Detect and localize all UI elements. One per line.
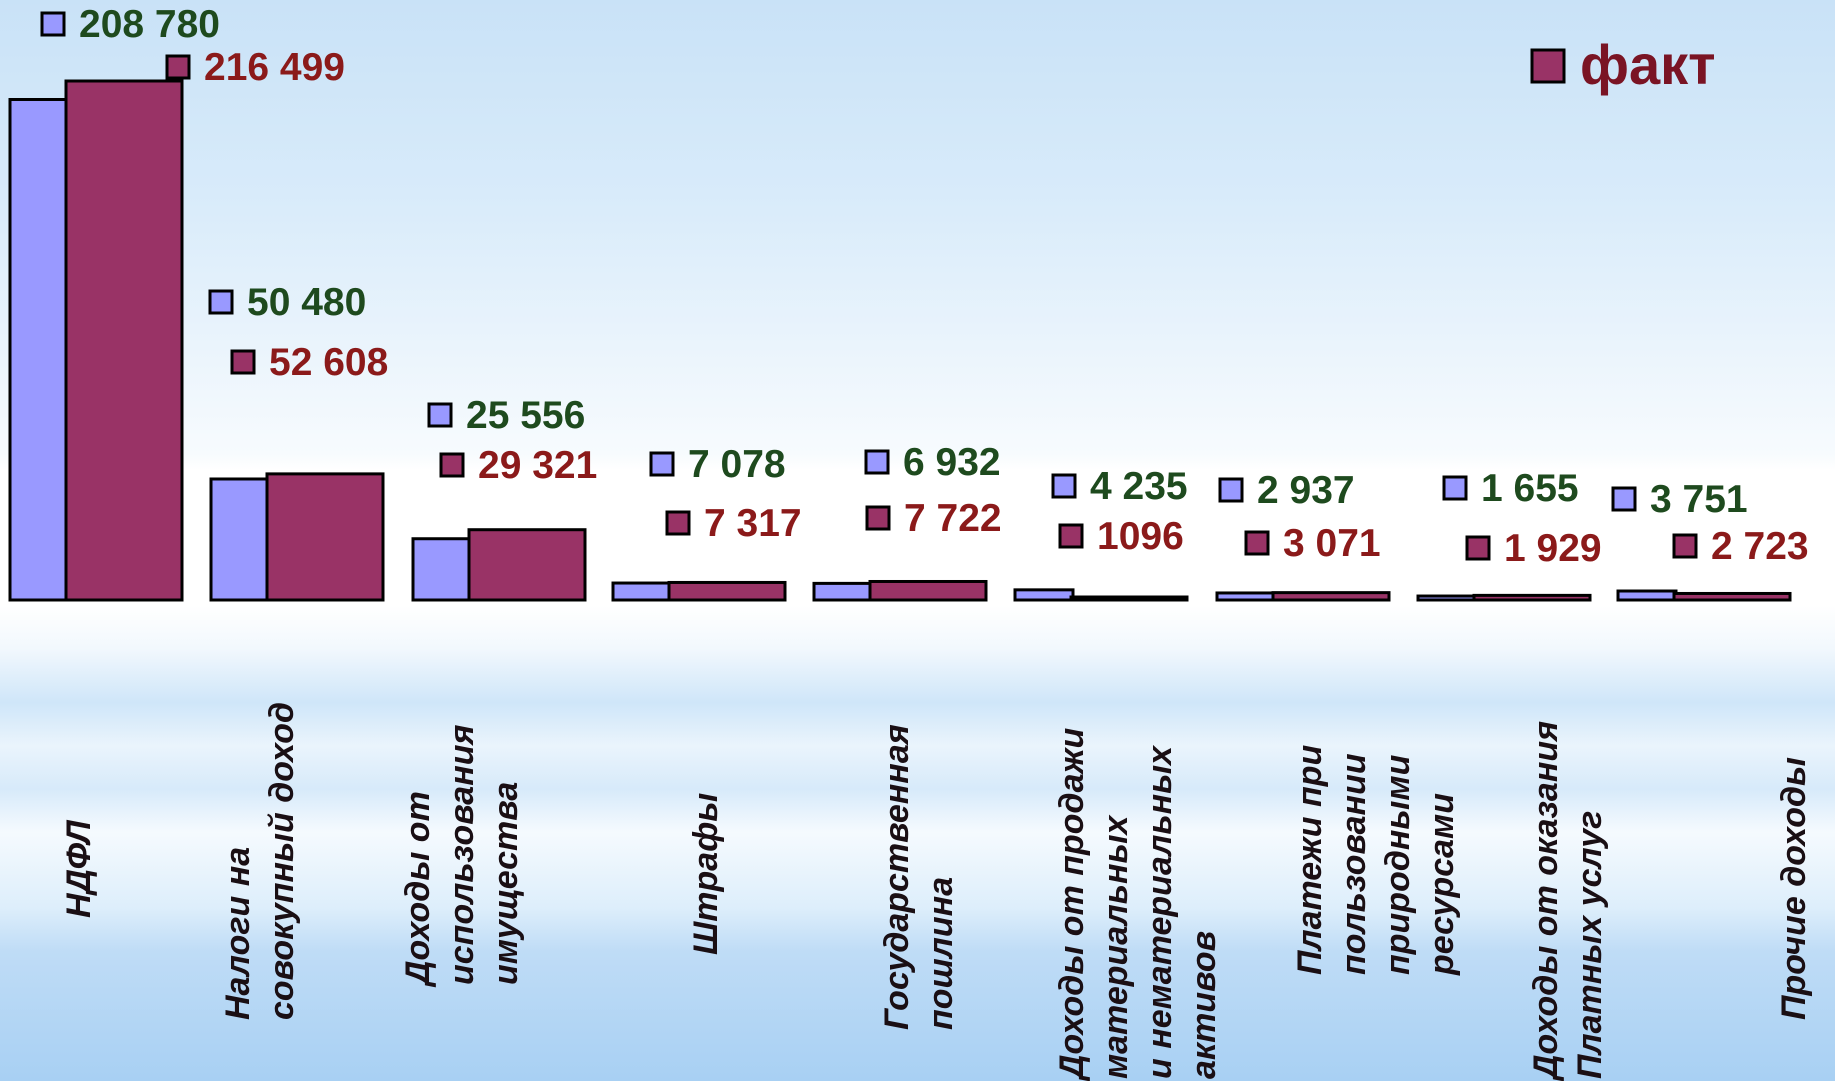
data-label-fact-4: 7 722 [904,497,1002,540]
fact-marker-1 [230,349,256,375]
category-label-5: Доходы от продажи материальных и нематериа… [1053,727,1223,1081]
fact-marker-5 [1058,523,1084,549]
legend: факт [1530,33,1716,96]
bar-series1-5 [1013,588,1075,602]
bar-series1-3 [611,581,673,602]
category-label-7-line-0: Доходы от оказания [1527,721,1565,1081]
category-label-6: Платежи при пользовании природными ресурсам… [1291,744,1461,976]
category-label-6-line-1: пользовании [1335,753,1373,975]
category-label-7-line-1: Платных услуг [1571,811,1609,1079]
data-label-series1-3: 7 078 [688,443,786,486]
bar-series1-8 [1616,589,1678,602]
category-label-1: Налоги на совокупный доход [219,702,301,1020]
bar-fact-0 [64,79,184,602]
series1-marker-5 [1051,473,1077,499]
category-label-2: Доходы от использования имущества [399,724,525,988]
bar-series1-6 [1215,591,1277,602]
category-label-4-line-0: Государственная [878,724,916,1030]
bar-series1-1 [209,477,271,602]
category-label-3-line-0: Штрафы [687,793,725,955]
category-label-1-line-0: Налоги на [219,847,257,1020]
bar-fact-2 [467,528,587,602]
category-label-4: Государственная пошлина [878,724,960,1030]
data-label-series1-0: 208 780 [79,3,220,46]
category-label-5-line-2: и нематериальных [1141,744,1179,1079]
data-label-series1-8: 3 751 [1650,478,1748,521]
bar-fact-5 [1069,595,1189,602]
category-label-4-line-1: пошлина [922,877,960,1030]
data-label-fact-5: 1096 [1097,515,1184,558]
category-label-2-line-0: Доходы от [399,791,437,988]
category-label-3: Штрафы [687,793,725,955]
bar-layer [8,79,1792,602]
bar-series1-2 [411,537,473,602]
data-label-series1-5: 4 235 [1090,465,1188,508]
data-label-series1-2: 25 556 [466,394,585,437]
data-label-fact-3: 7 317 [704,502,802,545]
legend-label-fact: факт [1580,33,1716,96]
data-label-series1-1: 50 480 [247,281,366,324]
bar-fact-3 [667,580,787,602]
data-label-series1-4: 6 932 [903,441,1001,484]
category-label-0-line-0: НДФЛ [60,820,98,918]
category-label-8-line-0: Прочие доходы [1775,757,1813,1020]
category-label-8: Прочие доходы [1775,757,1813,1020]
category-label-6-line-3: ресурсами [1423,793,1461,976]
category-label-5-line-1: материальных [1097,813,1135,1079]
category-label-6-line-0: Платежи при [1291,744,1329,975]
fact-marker-6 [1244,530,1270,556]
data-label-fact-2: 29 321 [478,444,597,487]
series1-marker-6 [1218,477,1244,503]
series1-marker-3 [649,451,675,477]
fact-marker-2 [439,452,465,478]
category-label-layer: НДФЛ Налоги на совокупный доход Доходы от ис… [60,702,1813,1081]
fact-marker-4 [865,505,891,531]
bar-series1-0 [8,98,70,602]
series1-marker-8 [1611,486,1637,512]
data-label-fact-6: 3 071 [1283,522,1381,565]
data-label-series1-6: 2 937 [1257,469,1355,512]
category-label-2-line-1: использования [443,724,481,985]
data-label-fact-8: 2 723 [1711,525,1809,568]
bar-fact-6 [1271,591,1391,602]
category-label-7: Доходы от оказания Платных услуг [1527,721,1609,1081]
data-label-fact-7: 1 929 [1504,527,1602,570]
category-label-2-line-2: имущества [487,782,525,985]
bar-series1-4 [812,581,874,602]
series1-marker-4 [864,449,890,475]
bar-fact-8 [1672,591,1792,602]
data-label-layer: 208 780 50 480 25 556 7 078 6 932 4 235 2 937 1… [40,3,1809,570]
series1-marker-0 [40,11,66,37]
category-label-6-line-2: природными [1379,754,1417,975]
category-label-5-line-0: Доходы от продажи [1053,727,1091,1081]
category-label-0: НДФЛ [60,820,98,918]
fact-marker-8 [1672,533,1698,559]
fact-marker-0 [165,54,191,80]
series1-marker-7 [1442,475,1468,501]
data-label-fact-0: 216 499 [204,46,345,89]
bar-fact-4 [868,579,988,602]
fact-marker-3 [665,510,691,536]
legend-marker-fact [1530,48,1566,84]
bar-fact-7 [1472,593,1592,602]
category-label-1-line-1: совокупный доход [263,702,301,1020]
category-label-5-line-3: активов [1185,931,1223,1079]
series1-marker-1 [208,289,234,315]
data-label-fact-1: 52 608 [269,341,388,384]
data-label-series1-7: 1 655 [1481,467,1579,510]
fact-marker-7 [1465,535,1491,561]
bar-fact-1 [265,472,385,602]
series1-marker-2 [427,402,453,428]
bar-series1-7 [1416,594,1478,602]
